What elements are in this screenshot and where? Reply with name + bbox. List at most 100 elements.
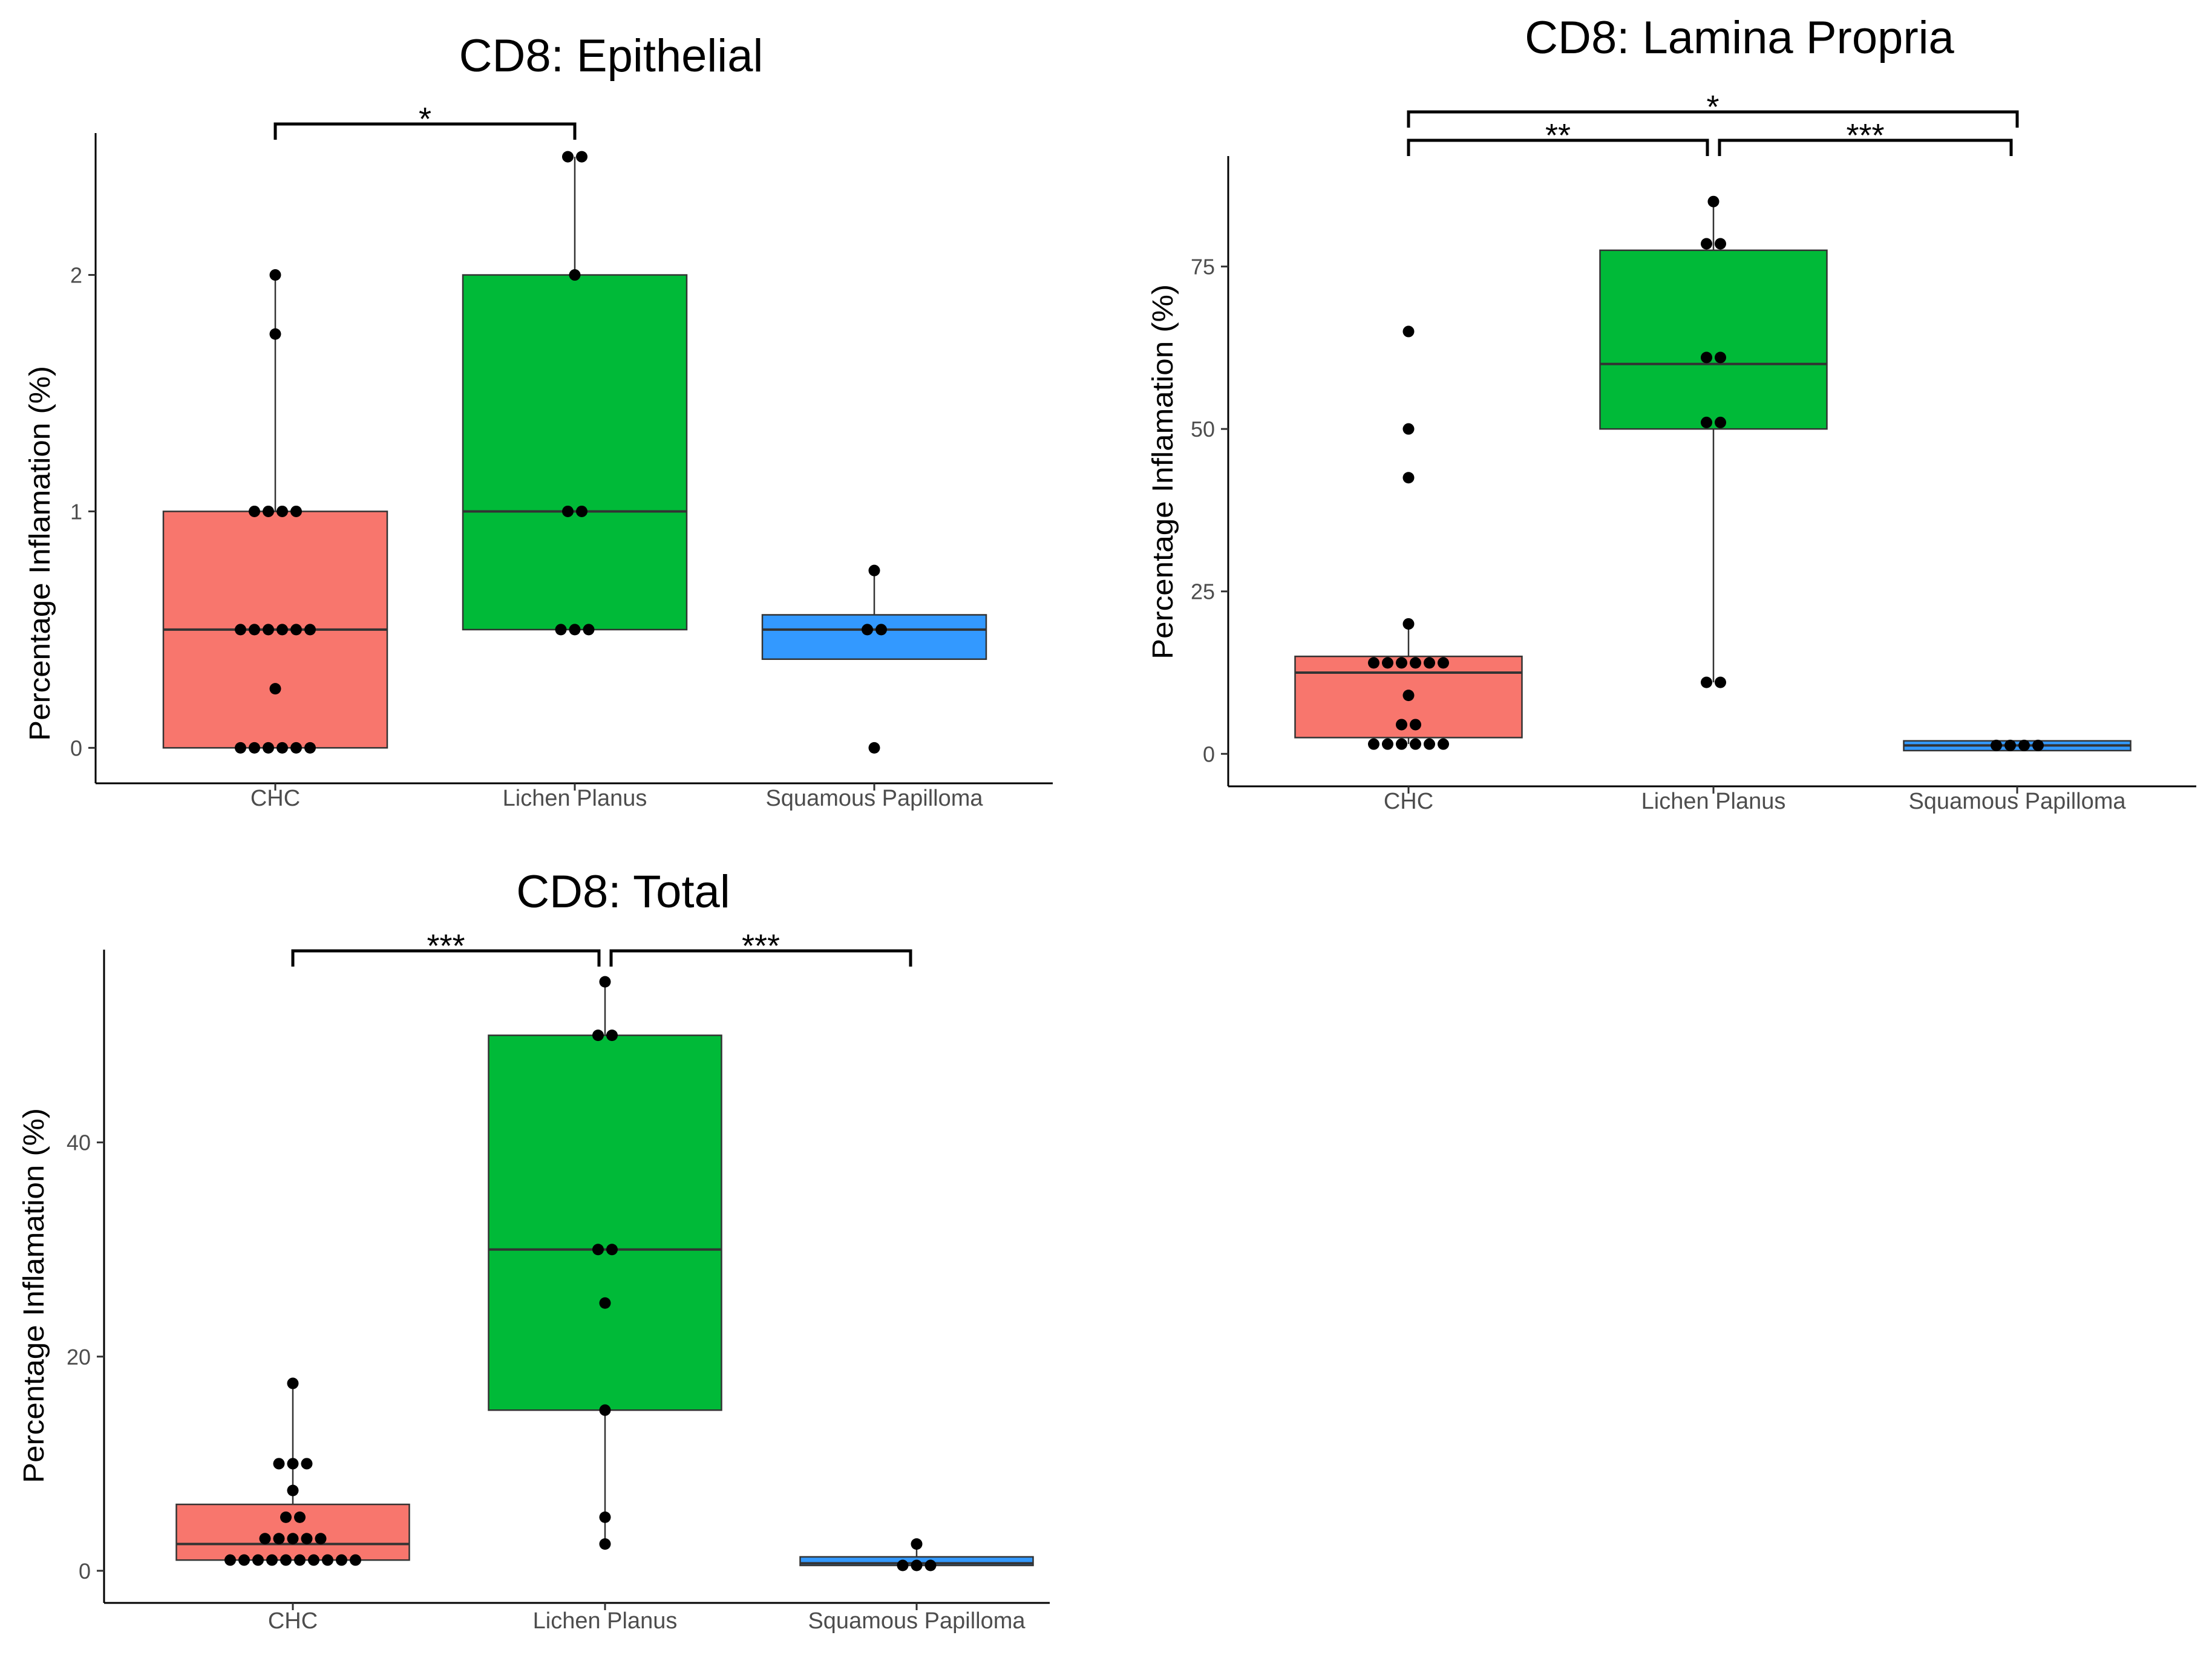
data-point	[249, 505, 260, 517]
data-point	[1715, 676, 1726, 688]
data-point	[238, 1554, 250, 1566]
y-tick-label: 40	[67, 1131, 91, 1155]
data-point	[875, 624, 887, 636]
data-point	[294, 1511, 306, 1523]
y-tick-label: 25	[1191, 579, 1215, 604]
chart-title: CD8: Total	[516, 866, 730, 918]
data-point	[1410, 738, 1421, 750]
data-point	[287, 1533, 299, 1545]
y-axis-label: Percentage Inflamation (%)	[24, 366, 56, 741]
data-point	[862, 624, 873, 636]
data-point	[304, 624, 316, 636]
data-point	[2004, 739, 2016, 751]
chart-title: CD8: Lamina Propria	[1525, 12, 1954, 64]
y-tick-label: 75	[1191, 255, 1215, 279]
data-point	[1715, 351, 1726, 364]
data-point	[273, 1458, 285, 1470]
data-point	[224, 1554, 236, 1566]
data-point	[1424, 657, 1435, 669]
data-point	[569, 624, 581, 636]
data-point	[911, 1559, 923, 1571]
data-point	[263, 624, 274, 636]
y-tick-label: 2	[70, 263, 82, 288]
significance-bracket	[1407, 110, 2019, 128]
data-point	[1402, 690, 1415, 702]
y-tick-label: 1	[70, 499, 82, 524]
data-point	[336, 1554, 347, 1566]
data-point	[2018, 739, 2030, 751]
box-2	[462, 274, 688, 631]
data-point	[276, 742, 288, 754]
data-point	[263, 742, 274, 754]
data-point	[301, 1533, 313, 1545]
box-2	[1599, 249, 1828, 430]
x-tick-label: CHC	[268, 1608, 318, 1634]
data-point	[1402, 325, 1415, 338]
data-point	[583, 624, 595, 636]
significance-bracket	[273, 122, 577, 140]
y-tick-label: 50	[1191, 417, 1215, 442]
data-point	[1701, 351, 1712, 364]
significance-bracket	[291, 949, 601, 967]
data-point	[263, 505, 274, 517]
data-point	[1715, 238, 1726, 250]
plot-area: 0 25 50 75 Percentage Inflamation (%) CHC Lich…	[1147, 89, 2196, 814]
plot-area: 0 1 2 Percentage Inflamation (%) CHC Lichen P…	[24, 101, 1053, 811]
data-point	[287, 1377, 299, 1389]
chart-lamina-propria: CD8: Lamina Propria 0 25 50 75 Percentage In…	[1147, 12, 2196, 814]
data-point	[294, 1554, 306, 1566]
data-point	[252, 1554, 264, 1566]
box-2	[488, 1034, 722, 1411]
data-point	[1424, 738, 1435, 750]
data-point	[308, 1554, 319, 1566]
data-point	[599, 1511, 611, 1523]
data-point	[280, 1554, 292, 1566]
box-1	[175, 1503, 410, 1561]
plot-area: 0 20 40 Percentage Inflamation (%) CHC Lichen…	[18, 928, 1050, 1634]
data-point	[287, 1484, 299, 1496]
data-point	[1701, 676, 1712, 688]
y-axis-label: Percentage Inflamation (%)	[18, 1108, 50, 1483]
data-point	[1402, 472, 1415, 484]
data-point	[350, 1554, 361, 1566]
significance-label: ***	[427, 928, 465, 964]
data-point	[315, 1533, 327, 1545]
y-axis-label: Percentage Inflamation (%)	[1147, 284, 1179, 659]
data-point	[1382, 657, 1393, 669]
significance-bracket	[609, 949, 912, 967]
data-point	[1396, 738, 1407, 750]
data-point	[269, 683, 281, 695]
data-point	[269, 328, 281, 340]
data-point	[276, 624, 288, 636]
significance-bracket	[1407, 139, 1709, 156]
data-point	[1396, 657, 1407, 669]
data-point	[868, 564, 880, 576]
data-point	[569, 269, 581, 281]
data-point	[911, 1538, 923, 1550]
chart-total: CD8: Total 0 20 40 Percentage Inflamation (…	[18, 866, 1050, 1634]
data-point	[280, 1511, 292, 1523]
data-point	[599, 1404, 611, 1416]
data-point	[592, 1244, 604, 1256]
x-tick-label: Squamous Papilloma	[1908, 789, 2126, 814]
significance-label: *	[419, 101, 431, 137]
data-point	[599, 976, 611, 988]
data-point	[1438, 738, 1449, 750]
data-point	[290, 742, 302, 754]
data-point	[301, 1458, 313, 1470]
significance-label: **	[1545, 117, 1571, 154]
significance-label: ***	[1846, 117, 1884, 154]
box-1	[1294, 655, 1523, 739]
data-point	[576, 151, 587, 163]
x-tick-label: Squamous Papilloma	[808, 1608, 1026, 1634]
data-point	[249, 624, 260, 636]
data-point	[1368, 657, 1379, 669]
data-point	[1402, 423, 1415, 435]
data-point	[1396, 719, 1407, 731]
y-tick-label: 0	[79, 1559, 91, 1584]
data-point	[269, 269, 281, 281]
data-point	[576, 505, 587, 517]
box-3	[761, 614, 987, 661]
significance-bracket	[1718, 139, 2013, 156]
